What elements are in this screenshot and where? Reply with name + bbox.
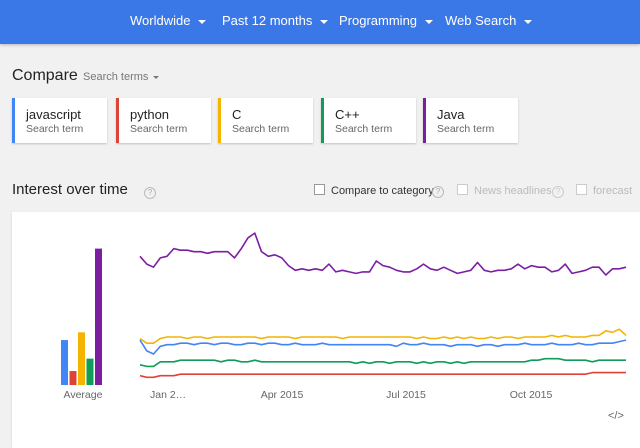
chevron-down-icon: [524, 19, 533, 24]
forecast-label: forecast: [593, 185, 633, 197]
question-mark-icon[interactable]: ?: [552, 186, 564, 198]
checkbox-icon[interactable]: [457, 184, 468, 195]
news-headlines-checkbox[interactable]: News headlines: [457, 184, 552, 197]
term-name: javascript: [26, 107, 81, 122]
checkbox-icon[interactable]: [314, 184, 325, 195]
news-headlines-label: News headlines: [474, 185, 552, 197]
filter-time-label: Past 12 months: [222, 13, 313, 28]
x-tick-label: Jul 2015: [386, 389, 426, 401]
term-card-cpp[interactable]: C++ Search term: [321, 98, 416, 143]
search-terms-dropdown[interactable]: Search terms: [83, 71, 160, 83]
question-mark-icon[interactable]: ?: [144, 187, 156, 199]
average-label: Average: [64, 389, 103, 401]
term-card-c[interactable]: C Search term: [218, 98, 313, 143]
term-color-bar: [116, 98, 119, 143]
filter-bar: Worldwide Past 12 months Programming Web…: [0, 0, 640, 44]
chevron-down-icon: [153, 75, 160, 79]
term-card-javascript[interactable]: javascript Search term: [12, 98, 107, 143]
question-mark-icon[interactable]: ?: [432, 186, 444, 198]
x-tick-label: Apr 2015: [261, 389, 304, 401]
filter-search-type-label: Web Search: [445, 13, 517, 28]
interest-chart-card: Average Jan 2… Apr 2015 Jul 2015 Oct 2015 <…: [12, 212, 640, 448]
filter-category-label: Programming: [339, 13, 418, 28]
term-color-bar: [218, 98, 221, 143]
compare-to-category-label: Compare to category: [331, 185, 434, 197]
term-card-python[interactable]: python Search term: [116, 98, 211, 143]
x-axis-labels: Jan 2… Apr 2015 Jul 2015 Oct 2015: [150, 389, 552, 401]
filter-time-dropdown[interactable]: Past 12 months: [222, 13, 329, 28]
average-bar-java: [95, 248, 102, 385]
average-bar-c: [78, 332, 85, 385]
term-type: Search term: [437, 123, 495, 135]
filter-region-label: Worldwide: [130, 13, 191, 28]
embed-code-icon[interactable]: </>: [608, 410, 624, 422]
term-name: C++: [335, 107, 360, 122]
term-type: Search term: [26, 123, 84, 135]
checkbox-icon[interactable]: [576, 184, 587, 195]
term-name: Java: [437, 107, 465, 122]
series-line-javascript: [139, 339, 627, 355]
forecast-checkbox[interactable]: forecast: [576, 184, 632, 197]
chevron-down-icon: [425, 19, 434, 24]
filter-region-dropdown[interactable]: Worldwide: [130, 13, 207, 28]
term-type: Search term: [232, 123, 290, 135]
term-type: Search term: [130, 123, 188, 135]
series-line-c: [139, 328, 627, 344]
filter-category-dropdown[interactable]: Programming: [339, 13, 434, 28]
compare-title: Compare: [12, 67, 78, 84]
term-type: Search term: [335, 123, 393, 135]
chevron-down-icon: [198, 19, 207, 24]
average-bar-javascript: [61, 340, 68, 385]
average-bars: Average: [61, 248, 103, 401]
term-color-bar: [12, 98, 15, 143]
interest-chart: Average Jan 2… Apr 2015 Jul 2015 Oct 2015: [61, 232, 627, 401]
chevron-down-icon: [320, 19, 329, 24]
x-tick-label: Oct 2015: [510, 389, 553, 401]
x-tick-label: Jan 2…: [150, 389, 186, 401]
average-bar-python: [69, 371, 77, 385]
term-name: C: [232, 107, 242, 122]
term-card-java[interactable]: Java Search term: [423, 98, 518, 143]
compare-to-category-checkbox[interactable]: Compare to category: [314, 184, 434, 197]
term-color-bar: [321, 98, 324, 143]
term-name: python: [130, 107, 170, 122]
filter-search-type-dropdown[interactable]: Web Search: [445, 13, 533, 28]
series-line-python: [139, 371, 626, 379]
search-terms-label: Search terms: [83, 71, 149, 83]
series-line-cpp: [139, 357, 626, 368]
average-bar-cpp: [86, 358, 94, 385]
term-color-bar: [423, 98, 426, 143]
series-line-java: [139, 232, 627, 276]
series-lines: [139, 232, 627, 379]
interest-over-time-title: Interest over time: [12, 181, 128, 198]
